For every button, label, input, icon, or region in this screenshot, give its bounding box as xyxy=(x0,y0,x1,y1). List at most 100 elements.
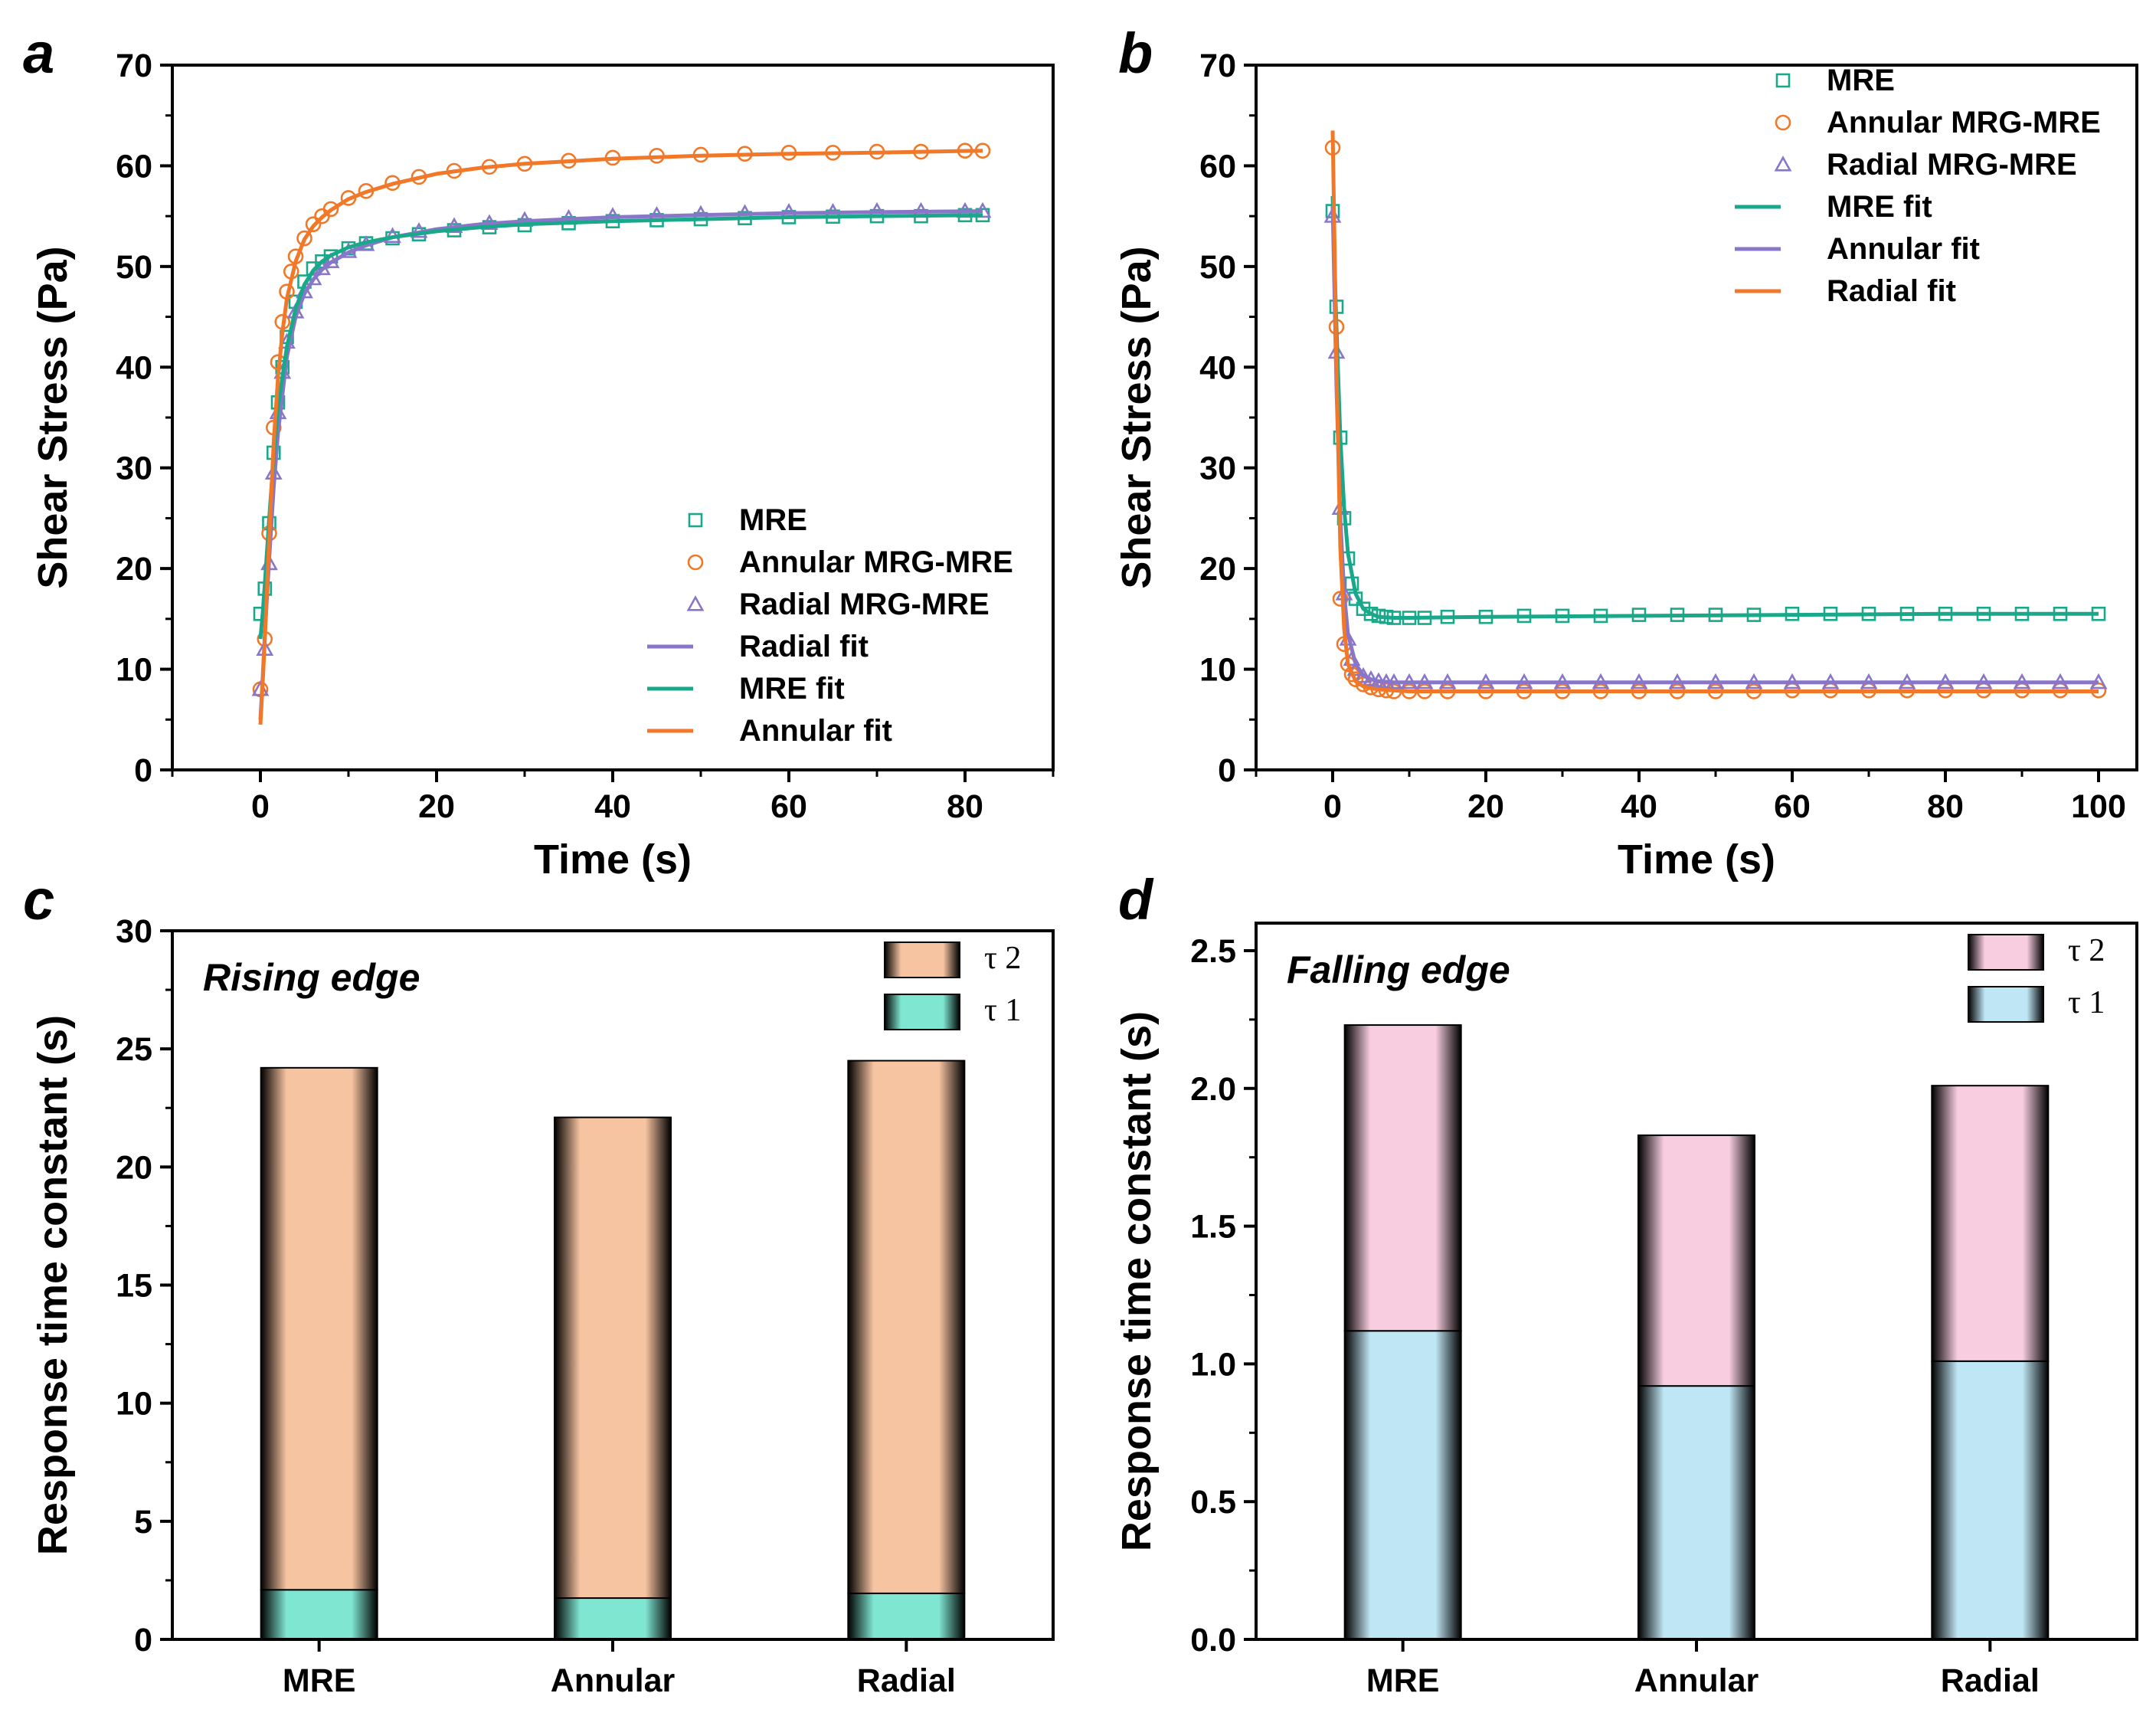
legend-label: Annular fit xyxy=(1827,232,1980,266)
y-tick-label: 2.5 xyxy=(1190,933,1236,970)
legend-swatch xyxy=(1968,986,2044,1023)
bar-mre-tau2 xyxy=(1343,1024,1462,1332)
data-point xyxy=(305,216,322,232)
x-tick-label: 20 xyxy=(1467,788,1504,825)
data-point xyxy=(296,230,312,247)
x-tick-label: 40 xyxy=(594,788,631,825)
y-tick-label: 1.5 xyxy=(1190,1209,1236,1246)
y-tick-label: 70 xyxy=(1199,47,1236,84)
y-tick-label: 50 xyxy=(116,249,152,286)
plot-frame xyxy=(171,64,1055,771)
y-tick-label: 40 xyxy=(116,349,152,386)
legend-swatch xyxy=(884,994,960,1030)
bar-radial-tau2 xyxy=(847,1059,966,1594)
legend-swatch xyxy=(1968,934,2044,971)
bar-annular-tau2 xyxy=(1637,1134,1755,1387)
y-tick-label: 30 xyxy=(116,913,152,950)
panel-letter: c xyxy=(23,868,54,932)
y-tick-label: 5 xyxy=(134,1504,152,1541)
y-tick-label: 70 xyxy=(116,47,152,84)
plot-frame xyxy=(1255,922,2138,1641)
legend-marker xyxy=(687,554,704,571)
x-tick-label: 80 xyxy=(947,788,983,825)
x-axis-label: Time (s) xyxy=(534,837,692,883)
legend-label: τ 1 xyxy=(2068,985,2105,1020)
x-tick-label: 100 xyxy=(2071,788,2126,825)
panel-letter: b xyxy=(1118,21,1153,85)
legend-marker xyxy=(688,513,703,528)
fit-line-radial-fit xyxy=(258,209,983,720)
legend-label: Radial MRG-MRE xyxy=(739,588,990,621)
bar-mre-tau1 xyxy=(1343,1330,1462,1640)
annotation-text: Falling edge xyxy=(1287,948,1510,991)
fit-line-mre-fit xyxy=(1330,195,2099,620)
bar-annular-tau2 xyxy=(554,1116,672,1600)
x-tick-label: Annular xyxy=(1634,1662,1759,1699)
legend-label: Annular MRG-MRE xyxy=(739,545,1013,579)
y-axis-label: Response time constant (s) xyxy=(1114,1011,1160,1551)
bar-annular-tau1 xyxy=(1637,1385,1755,1640)
x-tick-label: 80 xyxy=(1927,788,1964,825)
y-tick-label: 20 xyxy=(1199,551,1236,588)
panel-c: MRE Annular Radial 0 5 10 15 20 25 30 Response tim… xyxy=(23,868,1055,1699)
y-tick-label: 10 xyxy=(116,652,152,689)
y-tick-label: 10 xyxy=(1199,652,1236,689)
legend-label: MRE xyxy=(1827,64,1895,97)
panel-letter: a xyxy=(23,21,54,85)
x-tick-label: 20 xyxy=(418,788,455,825)
legend-label: Radial fit xyxy=(1827,274,1956,308)
x-tick-label: 60 xyxy=(1774,788,1811,825)
y-tick-label: 2.0 xyxy=(1190,1071,1236,1108)
legend: MRE Annular MRG-MRE Radial MRG-MRE MRE fit A… xyxy=(1735,64,2101,308)
panel-b: 0 10 20 30 40 50 60 70 Shear Stress (Pa) 0 20 40 60 8… xyxy=(1114,21,2138,883)
legend-label: Radial fit xyxy=(739,630,869,663)
legend-label: Annular MRG-MRE xyxy=(1827,106,2101,139)
fit-line-radial-fit xyxy=(1330,130,2099,693)
panel-d: MRE Annular Radial 0.0 0.5 1.0 1.5 2.0 2.5 Respon… xyxy=(1114,868,2138,1699)
y-axis-label: Response time constant (s) xyxy=(30,1015,76,1555)
legend: MRE Annular MRG-MRE Radial MRG-MRE Radial f… xyxy=(647,503,1013,748)
legend-marker xyxy=(1774,156,1792,172)
y-axis-label: Shear Stress (Pa) xyxy=(1114,246,1160,588)
bar-annular-tau1 xyxy=(554,1597,672,1641)
legend-label: MRE xyxy=(739,503,807,537)
y-tick-label: 60 xyxy=(1199,148,1236,185)
panel-a: 0 10 20 30 40 50 60 70 Shear Stress (Pa) 0 20 40 60 8… xyxy=(23,21,1055,883)
legend-marker xyxy=(1775,73,1791,88)
y-axis-label: Shear Stress (Pa) xyxy=(30,246,76,588)
x-tick-label: MRE xyxy=(1366,1662,1440,1699)
series-radial-mrg-mre xyxy=(251,201,992,696)
fit-line-annular-fit xyxy=(258,149,983,725)
legend-label: τ 2 xyxy=(984,941,1021,976)
y-tick-label: 1.0 xyxy=(1190,1346,1236,1383)
x-tick-label: Radial xyxy=(1941,1662,2040,1699)
x-tick-label: Annular xyxy=(551,1662,676,1699)
series-mre xyxy=(1325,204,2106,625)
bar-radial-tau2 xyxy=(1931,1085,2050,1362)
y-tick-label: 50 xyxy=(1199,249,1236,286)
bar-radial-tau1 xyxy=(1931,1360,2050,1640)
x-tick-label: 0 xyxy=(1323,788,1342,825)
x-tick-label: 0 xyxy=(251,788,270,825)
y-tick-label: 60 xyxy=(116,148,152,185)
y-tick-label: 0 xyxy=(1218,752,1236,789)
legend-marker xyxy=(686,595,705,611)
legend-label: τ 1 xyxy=(984,993,1021,1028)
legend-label: Radial MRG-MRE xyxy=(1827,148,2077,182)
x-axis-label: Time (s) xyxy=(1618,837,1775,883)
legend-swatch xyxy=(884,942,960,978)
panel-letter: d xyxy=(1118,868,1154,932)
y-tick-label: 0 xyxy=(134,752,152,789)
y-tick-label: 10 xyxy=(116,1386,152,1423)
x-tick-label: 40 xyxy=(1621,788,1657,825)
y-tick-label: 15 xyxy=(116,1268,152,1305)
data-point xyxy=(322,201,339,218)
y-tick-label: 25 xyxy=(116,1031,152,1068)
y-tick-label: 20 xyxy=(116,1149,152,1186)
annotation-text: Rising edge xyxy=(203,956,420,999)
x-tick-label: MRE xyxy=(283,1662,356,1699)
x-tick-label: Radial xyxy=(857,1662,956,1699)
legend-label: MRE fit xyxy=(739,672,845,706)
legend-marker xyxy=(1775,114,1791,131)
